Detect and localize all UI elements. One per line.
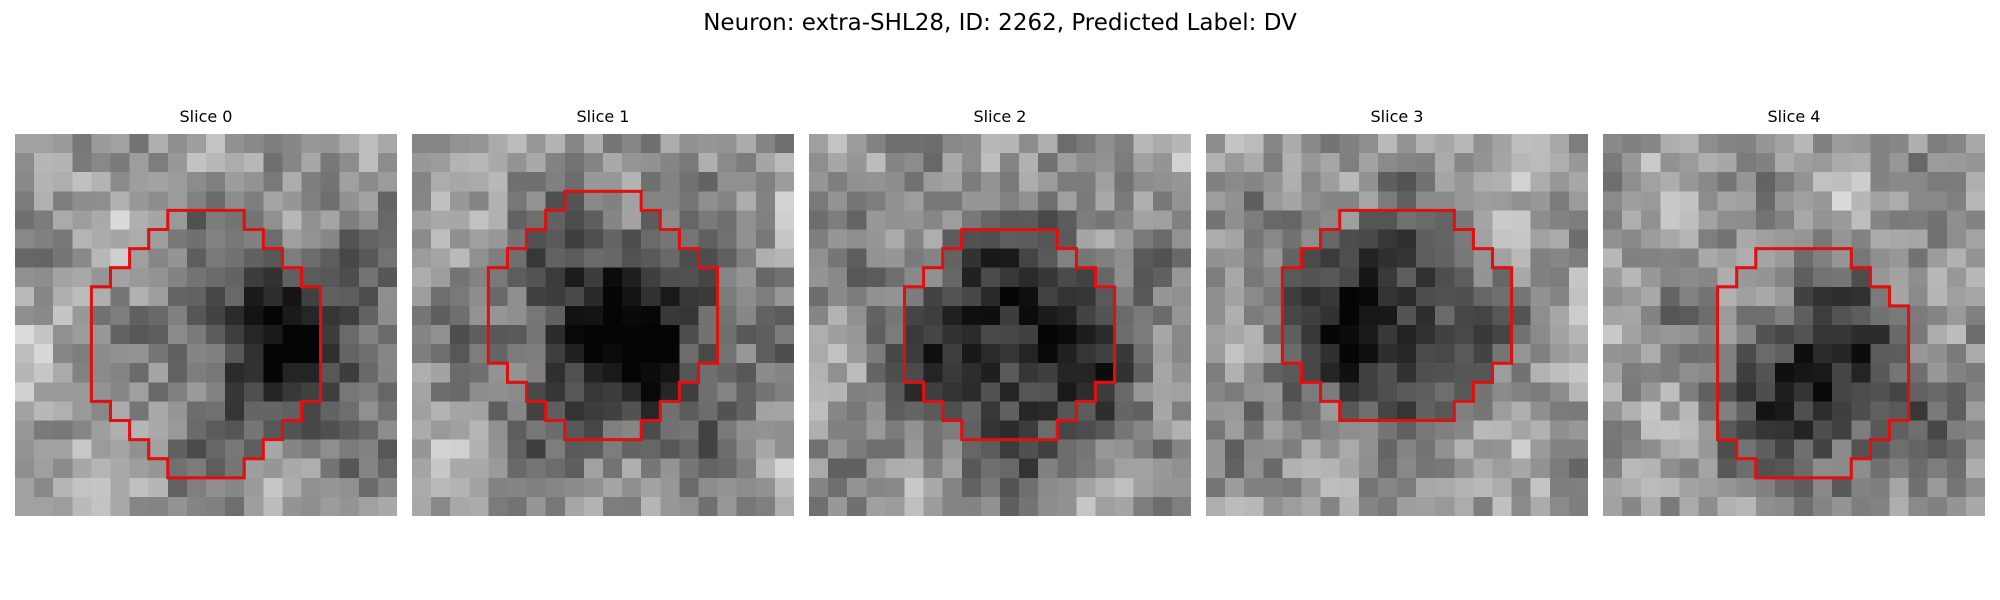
segmentation-contour bbox=[89, 208, 323, 480]
contour-overlay bbox=[1716, 247, 1911, 480]
slice-title: Slice 0 bbox=[179, 107, 233, 126]
grayscale-image bbox=[412, 134, 794, 516]
contour-overlay bbox=[89, 208, 323, 480]
grayscale-image bbox=[15, 134, 397, 516]
segmentation-contour bbox=[1280, 208, 1514, 423]
segmentation-contour bbox=[486, 189, 720, 442]
grayscale-image bbox=[1206, 134, 1588, 516]
slice-title: Slice 1 bbox=[576, 107, 630, 126]
contour-overlay bbox=[902, 227, 1117, 442]
contour-overlay bbox=[486, 189, 720, 442]
segmentation-contour bbox=[902, 227, 1117, 442]
figure-title: Neuron: extra-SHL28, ID: 2262, Predicted… bbox=[703, 10, 1297, 36]
grayscale-image bbox=[1603, 134, 1985, 516]
slice-title: Slice 4 bbox=[1767, 107, 1821, 126]
contour-overlay bbox=[1280, 208, 1514, 423]
slice-title: Slice 3 bbox=[1370, 107, 1424, 126]
slice-title: Slice 2 bbox=[973, 107, 1027, 126]
grayscale-image bbox=[809, 134, 1191, 516]
segmentation-contour bbox=[1716, 247, 1911, 480]
